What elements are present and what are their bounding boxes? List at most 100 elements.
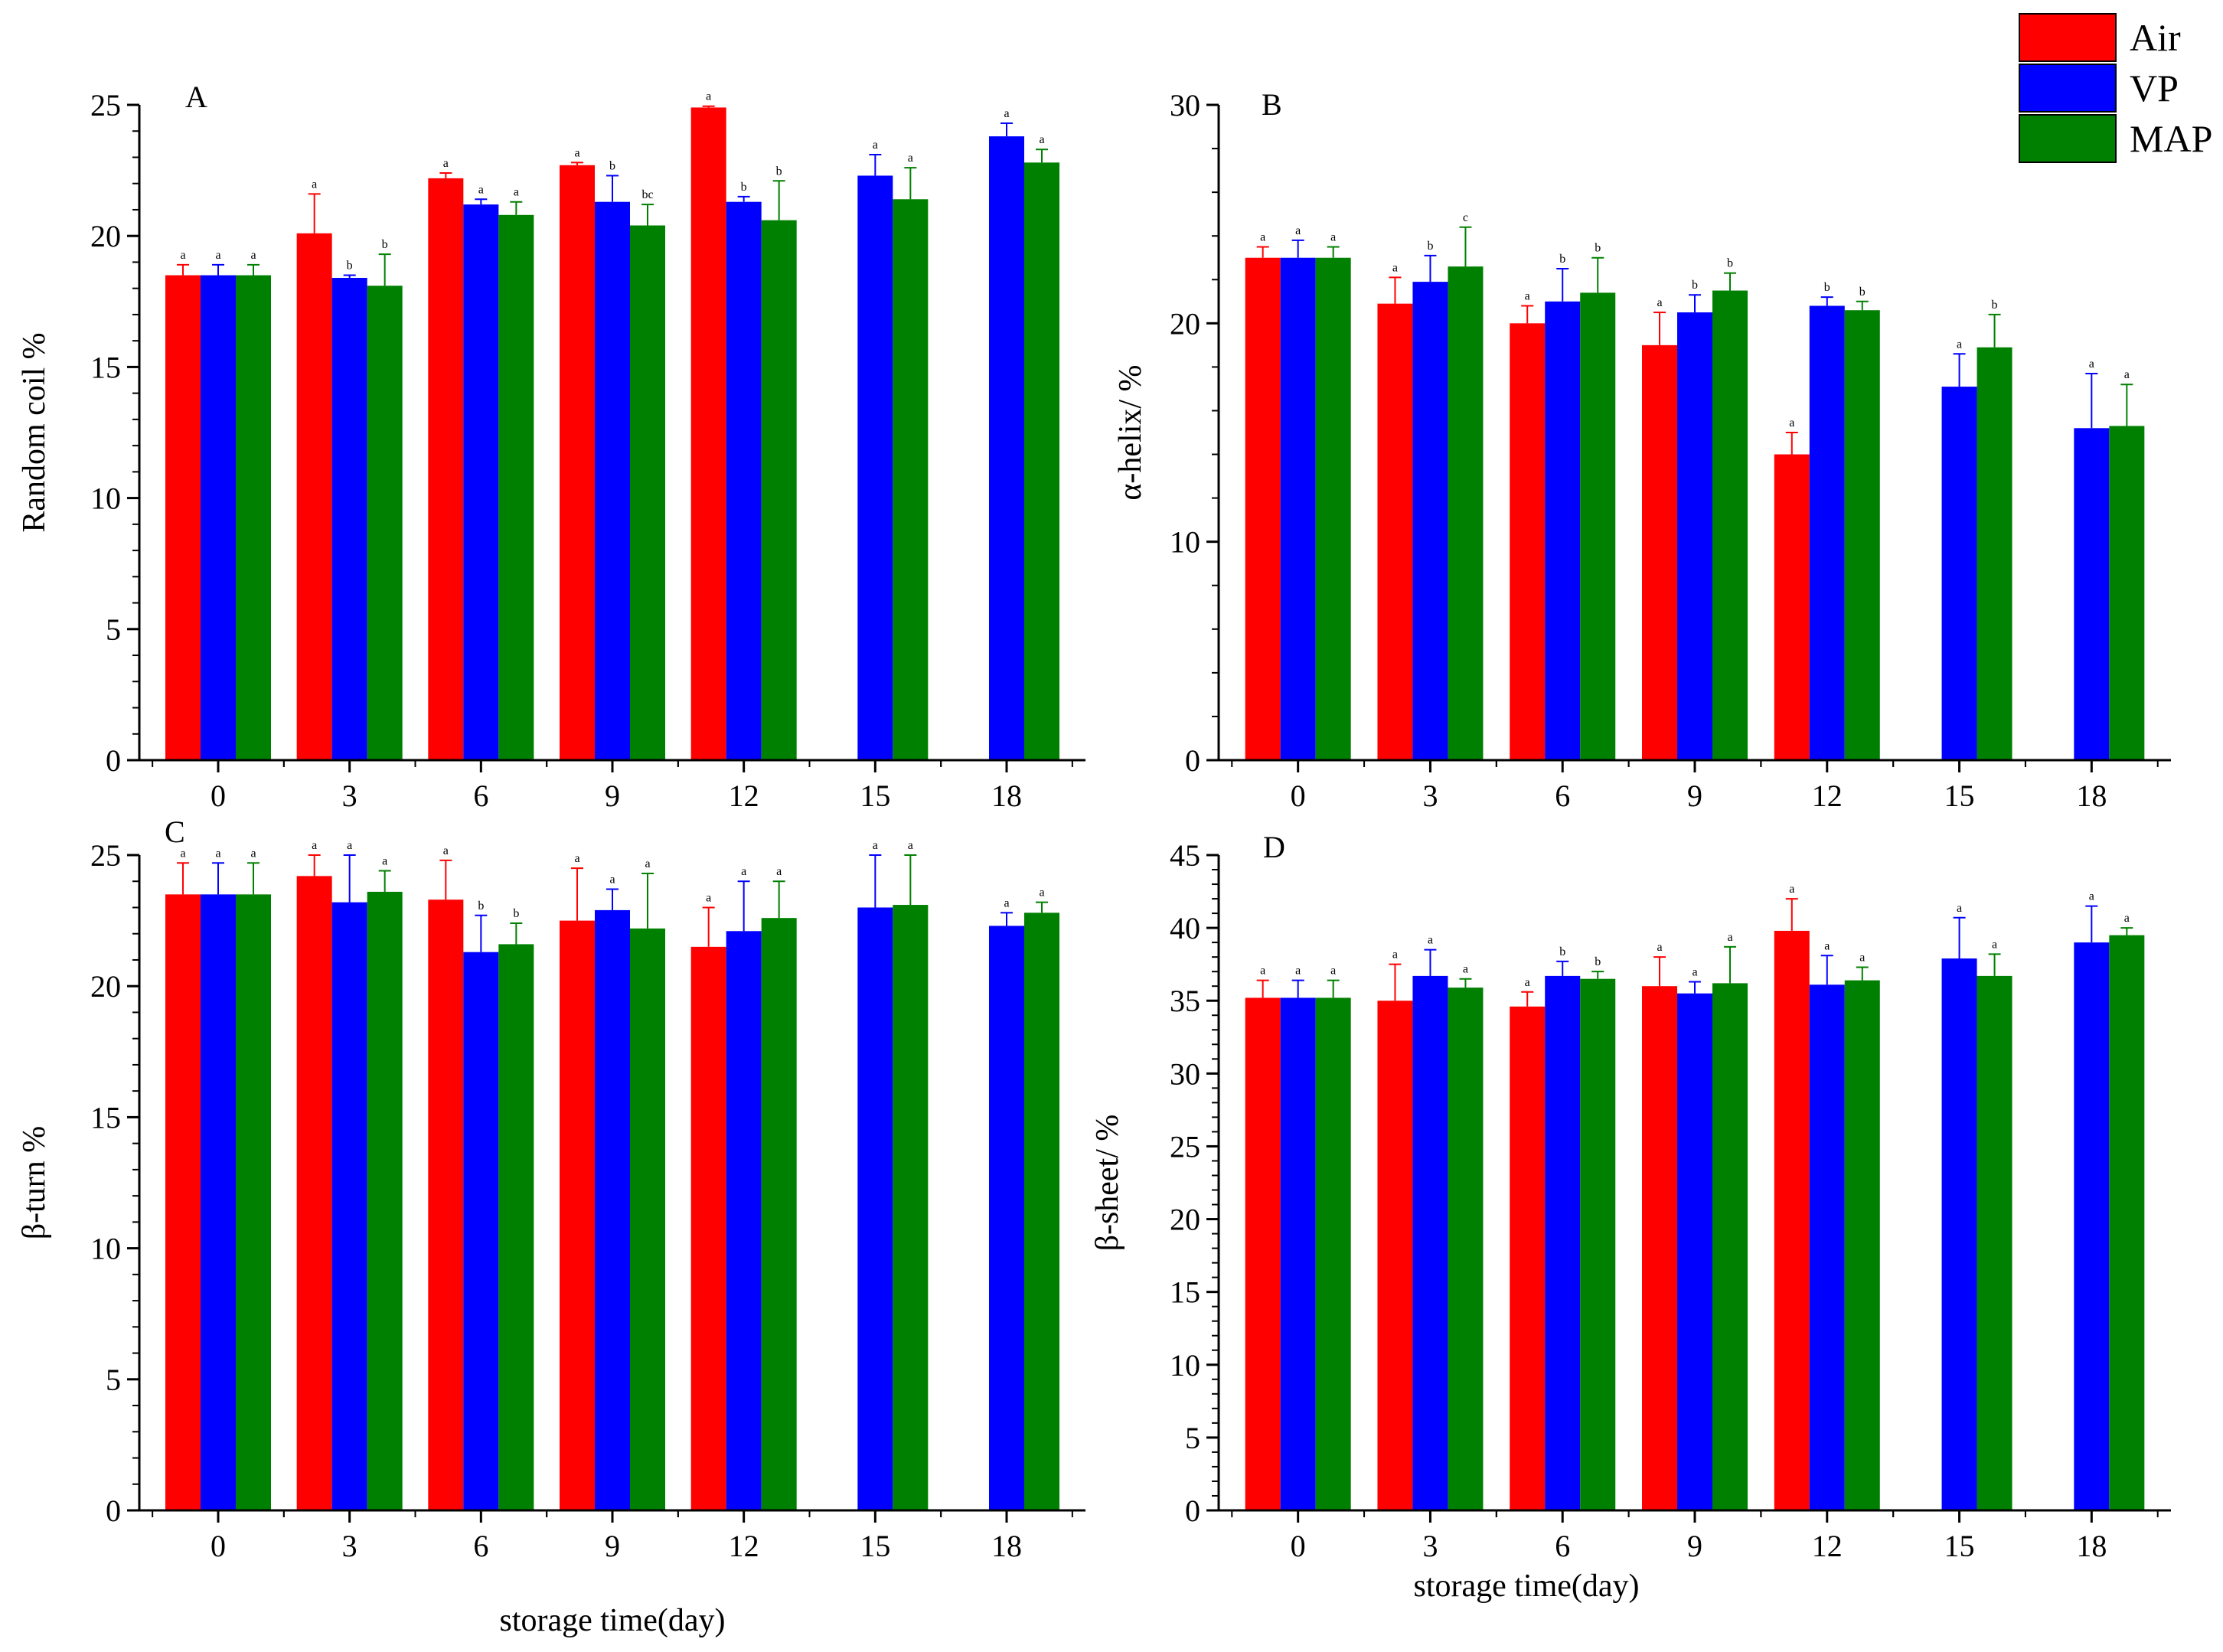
bar-map-15	[1977, 975, 2012, 1510]
bar-map-15	[893, 199, 929, 760]
bar-map-18	[2109, 426, 2145, 760]
sig-label: a	[706, 90, 711, 103]
x-tick-label: 18	[991, 1529, 1022, 1563]
bar-vp-12	[1809, 305, 1845, 760]
bar-map-12	[1844, 310, 1880, 760]
sig-label: a	[1727, 931, 1732, 944]
sig-label: a	[382, 855, 387, 868]
bar-vp-15	[1941, 387, 1977, 760]
x-tick-label: 12	[1812, 779, 1843, 813]
x-tick-label: 9	[605, 1529, 620, 1563]
bar-air-3	[1377, 303, 1413, 760]
legend: Air VP MAP	[2019, 13, 2212, 163]
bar-vp-18	[2074, 428, 2110, 760]
y-tick-label: 15	[90, 350, 121, 384]
y-tick-label: 0	[106, 1494, 121, 1528]
sig-label: b	[1595, 242, 1601, 255]
bar-air-0	[1245, 997, 1281, 1510]
bar-vp-9	[1677, 312, 1712, 761]
x-tick-label: 9	[1687, 1529, 1702, 1563]
bar-map-15	[1977, 347, 2012, 761]
bar-vp-3	[331, 277, 367, 760]
sig-label: a	[1525, 290, 1530, 303]
panel-letter: B	[1262, 87, 1282, 122]
bar-map-3	[1448, 266, 1484, 760]
bar-air-6	[428, 899, 464, 1510]
sig-label: a	[1859, 951, 1865, 964]
x-tick-label: 12	[729, 1529, 759, 1563]
bar-map-12	[1844, 980, 1880, 1510]
bar-vp-6	[463, 952, 499, 1510]
y-tick-label: 20	[1170, 306, 1200, 341]
sig-label: a	[1957, 902, 1962, 915]
y-tick-label: 40	[1170, 911, 1200, 945]
sig-label: a	[1330, 230, 1336, 243]
bar-vp-15	[1941, 958, 1977, 1510]
sig-label: b	[1727, 257, 1733, 270]
bar-air-0	[1245, 257, 1281, 760]
sig-label: a	[1295, 224, 1301, 237]
bar-map-9	[1712, 983, 1748, 1510]
bar-vp-15	[857, 907, 893, 1510]
y-tick-label: 45	[1170, 838, 1200, 873]
panel-c: a a a a a a a b a a a a a a b a a a a 0 5 10 15 20 25 0 3 6 9 12 15 18 β…	[17, 815, 1085, 1563]
sig-label: a	[312, 178, 317, 191]
sig-label: b	[1559, 945, 1565, 958]
x-axis-title: storage time(day)	[1413, 1569, 1639, 1604]
y-tick-label: 15	[1170, 1275, 1200, 1310]
x-tick-label: 15	[860, 1529, 890, 1563]
sig-label: a	[1330, 965, 1336, 978]
bar-air-6	[1510, 1006, 1546, 1510]
y-tick-label: 25	[90, 88, 121, 122]
sig-label: a	[1004, 896, 1009, 909]
bar-map-6	[1580, 978, 1616, 1510]
y-tick-label: 5	[106, 1363, 121, 1397]
bar-vp-3	[331, 902, 367, 1510]
y-tick-label: 25	[90, 838, 121, 873]
bar-air-9	[1642, 986, 1677, 1510]
sig-label: a	[1392, 261, 1398, 274]
sig-label: a	[574, 852, 579, 865]
legend-label-air: Air	[2130, 16, 2181, 59]
x-tick-label: 12	[1812, 1529, 1843, 1563]
sig-label: a	[1992, 938, 1997, 951]
panel-d: a a a a a a a b a a a a a a b a a a a 0 5 10 15 20 25 30 35 40 45 0 3 6…	[1090, 830, 2171, 1604]
bar-vp-18	[989, 136, 1024, 760]
y-axis-title: Random coil %	[17, 332, 52, 532]
bar-map-9	[630, 928, 665, 1510]
y-tick-label: 0	[1185, 1494, 1200, 1528]
x-tick-label: 6	[473, 1529, 488, 1563]
panel-letter: A	[185, 80, 207, 114]
sig-label: b	[478, 899, 484, 913]
sig-label: b	[1427, 240, 1433, 253]
y-tick-label: 35	[1170, 984, 1200, 1018]
x-tick-label: 3	[1422, 1529, 1438, 1563]
sig-label: a	[1428, 934, 1433, 947]
bar-map-18	[1024, 162, 1059, 760]
panel-letter: C	[165, 815, 185, 849]
sig-label: b	[1559, 253, 1565, 266]
sig-label: a	[609, 873, 615, 886]
y-tick-label: 30	[1170, 88, 1200, 122]
bar-vp-3	[1412, 975, 1448, 1510]
bar-map-0	[236, 275, 271, 760]
sig-label: b	[1859, 286, 1866, 299]
sig-label: a	[312, 839, 317, 852]
x-tick-label: 0	[211, 1529, 226, 1563]
bar-map-12	[761, 220, 797, 760]
sig-label: a	[2124, 368, 2130, 381]
bar-air-9	[560, 920, 595, 1510]
x-tick-label: 9	[605, 779, 620, 813]
bar-air-0	[165, 894, 201, 1510]
sig-label: b	[347, 260, 353, 273]
sig-label: c	[1463, 211, 1468, 224]
legend-label-vp: VP	[2130, 67, 2179, 109]
sig-label: a	[1039, 133, 1044, 146]
bar-map-0	[1315, 257, 1351, 760]
sig-label: a	[1392, 948, 1398, 961]
sig-label: a	[1789, 883, 1794, 896]
sig-label: a	[180, 249, 185, 262]
sig-label: a	[1039, 886, 1044, 899]
y-tick-label: 10	[1170, 1348, 1200, 1383]
